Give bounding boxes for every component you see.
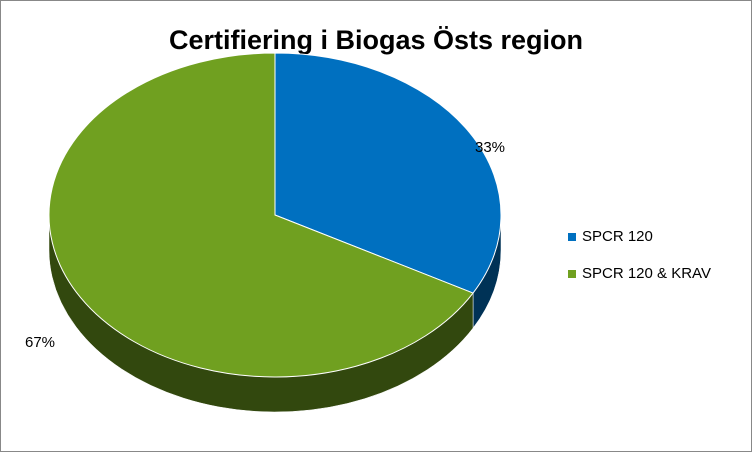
legend-swatch [568, 233, 576, 241]
data-label: 33% [475, 139, 505, 156]
pie-slice [274, 52, 502, 294]
chart-title: Certifiering i Biogas Östs region [169, 25, 583, 55]
data-label: 67% [25, 334, 55, 351]
pie-slice [48, 52, 474, 378]
legend-label: SPCR 120 [582, 228, 653, 245]
legend-label: SPCR 120 & KRAV [582, 265, 711, 282]
legend-swatch [568, 270, 576, 278]
